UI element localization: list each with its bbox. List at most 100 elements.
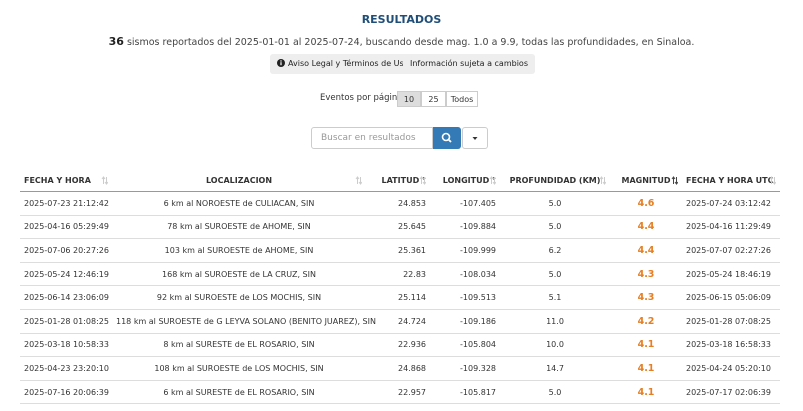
column-label: MAGNITUD [621, 176, 671, 185]
table-cell: -107.405 [430, 191, 500, 216]
sort-icon [489, 176, 496, 185]
legal-button[interactable]: Aviso Legal y Términos de Uso [270, 54, 416, 74]
column-header[interactable]: PROFUNDIDAD (KM) [500, 170, 610, 192]
table-cell: -109.884 [430, 215, 500, 240]
table-row[interactable]: 2025-01-28 01:08:25 118 km al SUROESTE de… [20, 309, 780, 334]
column-label: FECHA Y HORA [24, 176, 91, 185]
table-cell: 2025-07-17 02:06:39 [682, 380, 780, 405]
sort-icon [419, 176, 426, 185]
legal-label: Aviso Legal y Términos de Uso [288, 59, 409, 68]
table-cell: 2025-04-16 05:29:49 [20, 215, 112, 240]
table-cell: 25.645 [366, 215, 430, 240]
column-header[interactable]: LOCALIZACION [112, 170, 366, 192]
page-size-option[interactable]: 25 [421, 91, 446, 107]
magnitude-cell: 4.1 [610, 356, 682, 381]
table-row[interactable]: 2025-01-11 23:07:0997 km al SUROESTE de … [20, 403, 780, 411]
sort-icon [769, 176, 776, 185]
table-cell: 22.957 [366, 380, 430, 405]
sort-icon [599, 176, 606, 185]
table-cell: 118 km al SUROESTE de G LEYVA SOLANO (BE… [112, 309, 376, 334]
summary-text: sismos reportados del 2025-01-01 al 2025… [126, 37, 695, 48]
table-cell: 8 km al SURESTE de EL ROSARIO, SIN [112, 333, 366, 358]
table-cell: 2025-05-24 18:46:19 [682, 262, 780, 287]
table-cell: -109.186 [430, 309, 500, 334]
table-cell: 5.0 [500, 380, 610, 405]
info-icon [277, 59, 285, 67]
magnitude-cell: 4.1 [610, 380, 682, 405]
table-row[interactable]: 2025-07-16 20:06:39 6 km al SURESTE de EL… [20, 380, 780, 405]
table-cell: 97 km al SUROESTE de AHOME, SIN [112, 403, 366, 411]
table-row[interactable]: 2025-04-23 23:20:10 108 km al SUROESTE de… [20, 356, 780, 381]
table-cell: 24.853 [366, 191, 430, 216]
table-cell: 24.868 [366, 356, 430, 381]
table-cell: 2025-06-14 23:06:09 [20, 285, 112, 310]
caret [472, 137, 478, 140]
table-cell: -105.817 [430, 380, 500, 405]
table-cell: 24.724 [366, 309, 430, 334]
magnitude-cell: 4.4 [610, 215, 682, 240]
table-cell: 2025-07-24 03:12:42 [682, 191, 780, 216]
magnitude-cell: 4.1 [610, 333, 682, 358]
column-header[interactable]: LONGITUD ° [430, 170, 500, 192]
table-cell: 92 km al SUROESTE de LOS MOCHIS, SIN [112, 285, 366, 310]
table-cell: -109.328 [430, 356, 500, 381]
table-cell: -109.999 [430, 238, 500, 263]
column-label: PROFUNDIDAD (KM) [509, 176, 601, 185]
table-cell: 5.0 [500, 191, 610, 216]
table-cell: 2025-01-28 01:08:25 [20, 309, 112, 334]
page-size-option[interactable]: 10 [397, 91, 421, 107]
table-cell: 2025-07-07 02:27:26 [682, 238, 780, 263]
column-header[interactable]: MAGNITUD [610, 170, 682, 192]
table-cell: 25.315 [366, 403, 430, 411]
table-cell: 2025-01-11 23:07:09 [20, 403, 112, 411]
table-cell: -109.876 [430, 403, 500, 411]
search-button[interactable] [433, 127, 461, 149]
table-cell: 2025-03-18 16:58:33 [682, 333, 780, 358]
column-header[interactable]: FECHA Y HORA [20, 170, 112, 192]
column-label: LATITUD ° [381, 176, 426, 185]
title: RESULTADOS [361, 13, 442, 26]
column-label: LOCALIZACION [205, 176, 273, 185]
results-table: FECHA Y HORA LOCALIZACION LATITUD ° LONGITU… [20, 170, 780, 411]
magnitude-cell: 4.4 [610, 238, 682, 263]
table-cell: -105.804 [430, 333, 500, 358]
search-icon [441, 132, 452, 143]
changes-label: Información sujeta a cambios [410, 59, 528, 68]
magnitude-cell: 4.3 [610, 262, 682, 287]
header-row: FECHA Y HORA LOCALIZACION LATITUD ° LONGITU… [20, 170, 780, 192]
table-row[interactable]: 2025-07-23 21:12:42 6 km al NOROESTE de C… [20, 191, 780, 216]
table-cell: 2025-06-15 05:06:09 [682, 285, 780, 310]
sort-icon [355, 176, 362, 185]
table-cell: 2025-07-06 20:27:26 [20, 238, 112, 263]
table-row[interactable]: 2025-03-18 10:58:33 8 km al SURESTE de EL… [20, 333, 780, 358]
table-cell: -108.034 [430, 262, 500, 287]
table-cell: 2025-04-24 05:20:10 [682, 356, 780, 381]
table-cell: 5.0 [500, 262, 610, 287]
table-row[interactable]: 2025-04-16 05:29:49 78 km al SUROESTE de … [20, 215, 780, 240]
table-cell: 2025-01-12 05:07:09 [682, 403, 780, 411]
table-cell: -109.513 [430, 285, 500, 310]
column-header[interactable]: FECHA Y HORA UTC [682, 170, 780, 192]
table-cell: 2025-07-23 21:12:42 [20, 191, 112, 216]
table-cell: 2025-04-16 11:29:49 [682, 215, 780, 240]
table-cell: 168 km al SUROESTE de LA CRUZ, SIN [112, 262, 366, 287]
column-header[interactable]: LATITUD ° [366, 170, 430, 192]
table-cell: 108 km al SUROESTE de LOS MOCHIS, SIN [112, 356, 366, 381]
table-cell: 16.1 [500, 403, 610, 411]
magnitude-cell: 4 [610, 403, 682, 411]
sort-icon [101, 176, 108, 185]
table-cell: 22.83 [366, 262, 430, 287]
table-cell: 25.361 [366, 238, 430, 263]
table-body: 2025-07-23 21:12:42 6 km al NOROESTE de C… [20, 191, 780, 411]
table-row[interactable]: 2025-07-06 20:27:26 103 km al SUROESTE de… [20, 238, 780, 263]
summary: 36 sismos reportados del 2025-01-01 al 2… [0, 35, 803, 48]
search-input[interactable]: Buscar en resultados [311, 127, 433, 149]
page-size-option[interactable]: Todos [446, 91, 478, 107]
table-row[interactable]: 2025-05-24 12:46:19 168 km al SUROESTE de… [20, 262, 780, 287]
dropdown-button[interactable] [462, 127, 488, 149]
changes-button[interactable]: Información sujeta a cambios [403, 54, 535, 74]
table-cell: 10.0 [500, 333, 610, 358]
table-row[interactable]: 2025-06-14 23:06:09 92 km al SUROESTE de … [20, 285, 780, 310]
table-cell: 6 km al SURESTE de EL ROSARIO, SIN [112, 380, 366, 405]
